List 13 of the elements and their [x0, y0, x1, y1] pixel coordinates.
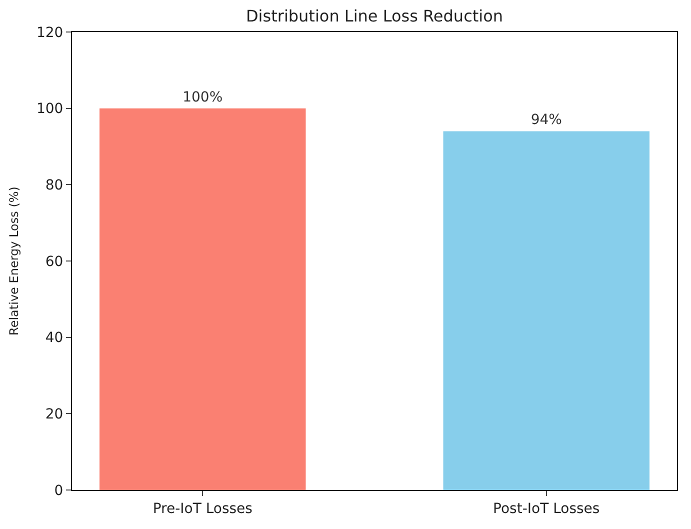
y-axis-title: Relative Energy Loss (%)	[6, 186, 21, 336]
y-tick-label: 100	[36, 101, 64, 118]
x-tick-label: Pre-IoT Losses	[152, 500, 252, 517]
x-tick-label: Post-IoT Losses	[493, 500, 600, 517]
y-tick-label: 0	[54, 482, 64, 499]
y-tick-label: 40	[45, 330, 64, 346]
chart-title: Distribution Line Loss Reduction	[246, 6, 504, 26]
y-tick-label: 60	[45, 254, 64, 270]
y-tick-label: 80	[45, 178, 64, 194]
data-label: 100%	[182, 89, 223, 106]
data-label: 94%	[530, 112, 562, 128]
y-tick-label: 120	[36, 24, 64, 41]
y-tick-label: 20	[45, 406, 64, 423]
